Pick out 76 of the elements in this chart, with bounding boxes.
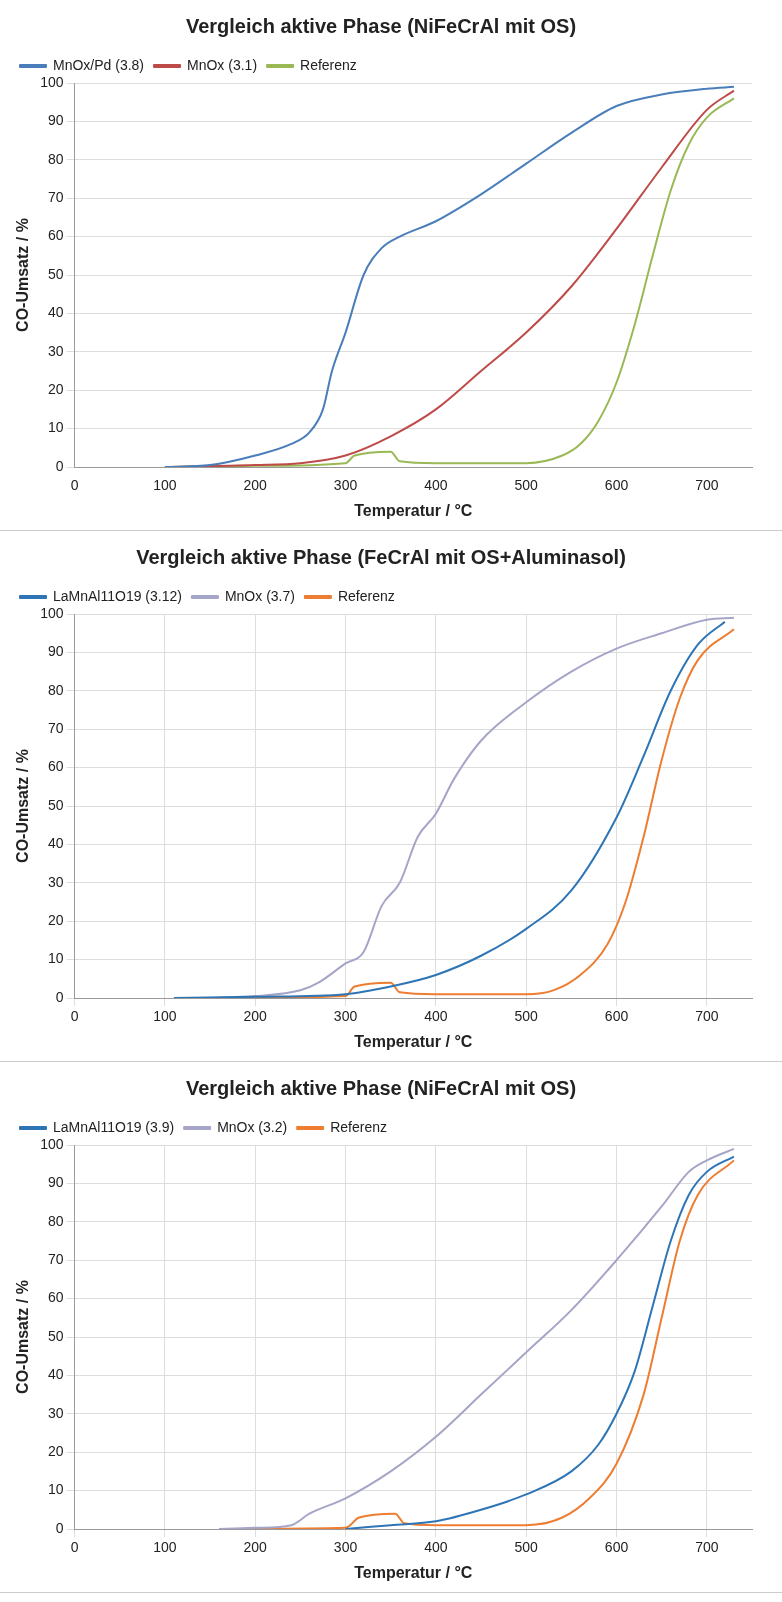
y-tick-label: 80 — [47, 150, 64, 167]
x-tick-label: 100 — [153, 477, 177, 494]
y-tick-label: 70 — [47, 1251, 64, 1268]
x-tick-label: 500 — [514, 1539, 539, 1556]
x-axis-title: Temperatur / °C — [354, 501, 473, 519]
y-tick-label: 80 — [47, 681, 64, 698]
y-tick-label: 40 — [47, 1366, 64, 1383]
x-tick-label: 500 — [514, 477, 539, 494]
y-tick-label: 30 — [47, 1404, 64, 1421]
y-tick-label: 70 — [47, 189, 64, 206]
y-tick-label: 90 — [47, 1174, 64, 1191]
y-tick-label: 20 — [47, 1443, 64, 1460]
x-tick-label: 700 — [695, 1008, 719, 1025]
legend-label: LaMnAl11O19 (3.9) — [53, 1118, 175, 1135]
y-axis-title: CO-Umsatz / % — [14, 749, 32, 863]
x-tick-label: 200 — [243, 1008, 268, 1025]
y-tick-label: 90 — [47, 643, 64, 660]
x-tick-label: 100 — [153, 1008, 177, 1025]
y-tick-label: 20 — [47, 912, 64, 929]
x-tick-label: 700 — [695, 1539, 719, 1556]
legend-label: Referenz — [337, 587, 395, 604]
y-tick-label: 40 — [47, 304, 64, 321]
y-tick-label: 60 — [47, 758, 64, 775]
y-tick-label: 0 — [55, 457, 64, 474]
x-axis-title: Temperatur / °C — [354, 1563, 473, 1581]
legend-label: LaMnAl11O19 (3.12) — [53, 587, 182, 604]
y-tick-label: 30 — [47, 873, 64, 890]
y-tick-label: 10 — [47, 950, 64, 967]
x-tick-label: 500 — [514, 1008, 539, 1025]
x-tick-label: 700 — [695, 477, 719, 494]
y-tick-label: 100 — [40, 604, 64, 621]
x-tick-label: 300 — [333, 1539, 358, 1556]
chart-title: Vergleich aktive Phase (NiFeCrAl mit OS) — [185, 1076, 577, 1099]
y-axis-title: CO-Umsatz / % — [14, 218, 32, 332]
x-tick-label: 600 — [604, 477, 629, 494]
chart-title: Vergleich aktive Phase (NiFeCrAl mit OS) — [185, 14, 577, 37]
legend-label: MnOx/Pd (3.8) — [53, 56, 145, 73]
y-tick-label: 60 — [47, 227, 64, 244]
x-tick-label: 0 — [70, 1539, 79, 1556]
y-tick-label: 30 — [47, 342, 64, 359]
x-tick-label: 200 — [243, 477, 268, 494]
x-tick-label: 300 — [333, 477, 358, 494]
y-tick-label: 20 — [47, 381, 64, 398]
x-tick-label: 100 — [153, 1539, 177, 1556]
x-tick-label: 400 — [424, 477, 448, 494]
y-tick-label: 10 — [47, 419, 64, 436]
legend-label: Referenz — [300, 56, 357, 73]
y-tick-label: 50 — [47, 1327, 64, 1344]
legend-label: MnOx (3.1) — [187, 56, 258, 73]
y-tick-label: 70 — [47, 720, 64, 737]
y-tick-label: 10 — [47, 1481, 64, 1498]
y-tick-label: 80 — [47, 1212, 64, 1229]
legend-label: MnOx (3.7) — [224, 587, 295, 604]
x-axis-title: Temperatur / °C — [354, 1032, 473, 1050]
chart-title: Vergleich aktive Phase (FeCrAl mit OS+Aluminasol) — [136, 545, 626, 568]
x-tick-label: 600 — [604, 1008, 629, 1025]
y-tick-label: 100 — [40, 73, 64, 90]
x-tick-label: 0 — [70, 1008, 79, 1025]
y-tick-label: 40 — [47, 835, 64, 852]
legend-label: Referenz — [330, 1118, 387, 1135]
y-tick-label: 100 — [40, 1135, 64, 1152]
y-tick-label: 50 — [47, 265, 64, 282]
y-tick-label: 50 — [47, 796, 64, 813]
y-tick-label: 90 — [47, 112, 64, 129]
x-tick-label: 600 — [604, 1539, 629, 1556]
x-tick-label: 200 — [243, 1539, 268, 1556]
x-tick-label: 300 — [333, 1008, 358, 1025]
y-axis-title: CO-Umsatz / % — [14, 1280, 32, 1394]
y-tick-label: 0 — [55, 988, 64, 1005]
legend-label: MnOx (3.2) — [217, 1118, 288, 1135]
line-series — [344, 1155, 735, 1529]
x-tick-label: 0 — [70, 477, 79, 494]
y-tick-label: 60 — [47, 1289, 64, 1306]
x-tick-label: 400 — [424, 1008, 448, 1025]
x-tick-label: 400 — [424, 1539, 448, 1556]
y-tick-label: 0 — [55, 1519, 64, 1536]
